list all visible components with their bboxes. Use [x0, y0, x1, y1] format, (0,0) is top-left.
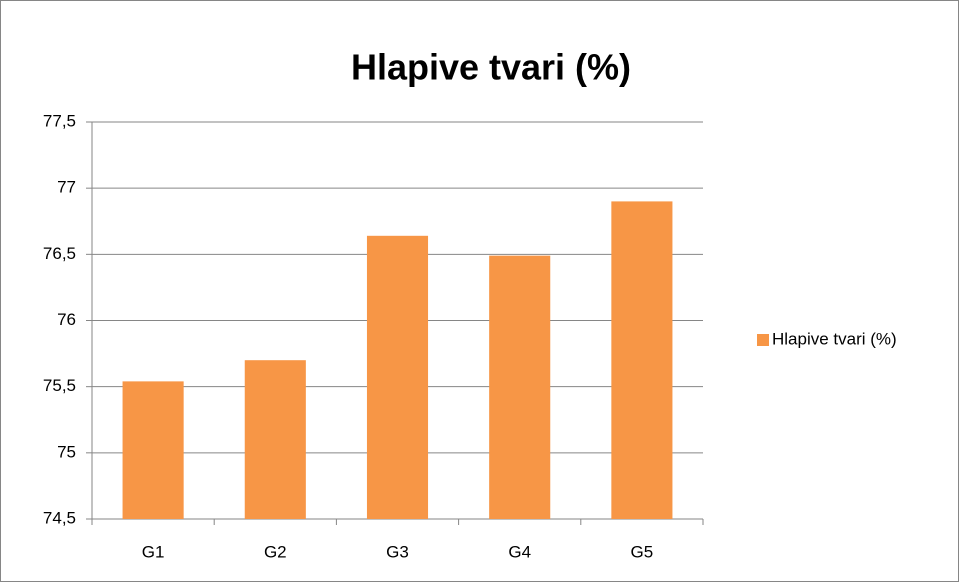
x-tick-label: G3	[386, 542, 409, 561]
x-tick-label: G1	[142, 542, 165, 561]
bar	[366, 235, 429, 519]
legend-swatch	[757, 334, 769, 346]
legend-label: Hlapive tvari (%)	[772, 329, 897, 348]
y-tick-label: 76,5	[43, 244, 76, 263]
y-tick-label: 76	[57, 310, 76, 329]
x-tick-label: G4	[508, 542, 531, 561]
x-tick-label: G2	[264, 542, 287, 561]
y-tick-label: 74,5	[43, 508, 76, 527]
bar	[122, 381, 184, 519]
bar	[611, 201, 673, 519]
y-tick-label: 75,5	[43, 376, 76, 395]
bar	[244, 360, 306, 519]
bar	[489, 255, 551, 519]
y-tick-label: 77	[57, 178, 76, 197]
chart-title: Hlapive tvari (%)	[351, 47, 631, 88]
y-tick-label: 77,5	[43, 111, 76, 130]
x-tick-label: G5	[631, 542, 654, 561]
y-tick-label: 75	[57, 442, 76, 461]
